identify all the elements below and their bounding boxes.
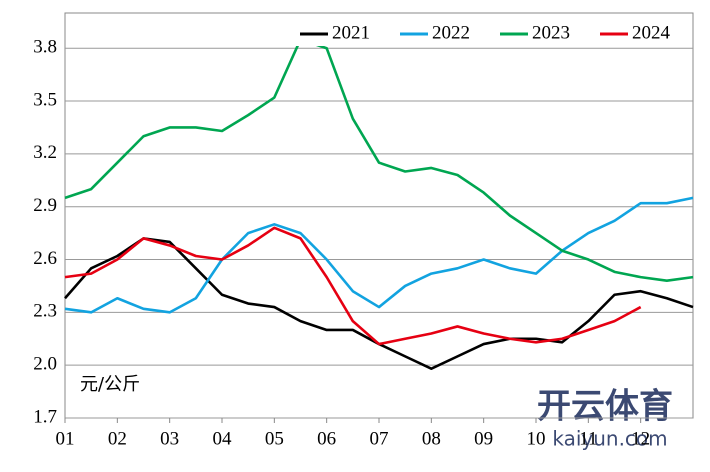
x-tick-label: 10 bbox=[527, 428, 546, 449]
x-tick-label: 04 bbox=[213, 428, 233, 449]
series-line bbox=[64, 226, 642, 346]
legend-label: 2023 bbox=[532, 22, 570, 43]
x-tick-label: 09 bbox=[474, 428, 493, 449]
series-line bbox=[64, 196, 694, 314]
y-tick-label: 2.6 bbox=[33, 248, 57, 269]
x-tick-label: 07 bbox=[370, 428, 389, 449]
x-tick-label: 03 bbox=[160, 428, 179, 449]
watermark-url: kaiyun.com bbox=[552, 427, 667, 451]
plot-frame bbox=[64, 12, 694, 419]
y-tick-label: 3.5 bbox=[33, 89, 57, 110]
y-tick-label: 2.3 bbox=[33, 301, 57, 322]
series-line bbox=[64, 237, 694, 370]
watermark: 开云体育 bbox=[537, 387, 673, 427]
series-line bbox=[64, 38, 694, 282]
y-tick-label: 2.0 bbox=[33, 354, 57, 375]
y-tick-label: 2.9 bbox=[33, 195, 57, 216]
legend-label: 2022 bbox=[432, 22, 470, 43]
x-tick-label: 02 bbox=[108, 428, 127, 449]
legend-label: 2021 bbox=[332, 22, 370, 43]
x-tick-label: 08 bbox=[422, 428, 441, 449]
y-tick-label: 3.2 bbox=[33, 142, 57, 163]
x-tick-label: 01 bbox=[56, 428, 75, 449]
legend-label: 2024 bbox=[632, 22, 671, 43]
x-tick-label: 06 bbox=[317, 428, 336, 449]
x-tick-label: 12 bbox=[631, 428, 650, 449]
y-tick-label: 1.7 bbox=[33, 406, 57, 427]
x-tick-label: 05 bbox=[265, 428, 284, 449]
unit-annotation: 元/公斤 bbox=[80, 374, 140, 395]
x-tick-label: 11 bbox=[579, 428, 597, 449]
y-tick-label: 3.8 bbox=[33, 37, 57, 58]
